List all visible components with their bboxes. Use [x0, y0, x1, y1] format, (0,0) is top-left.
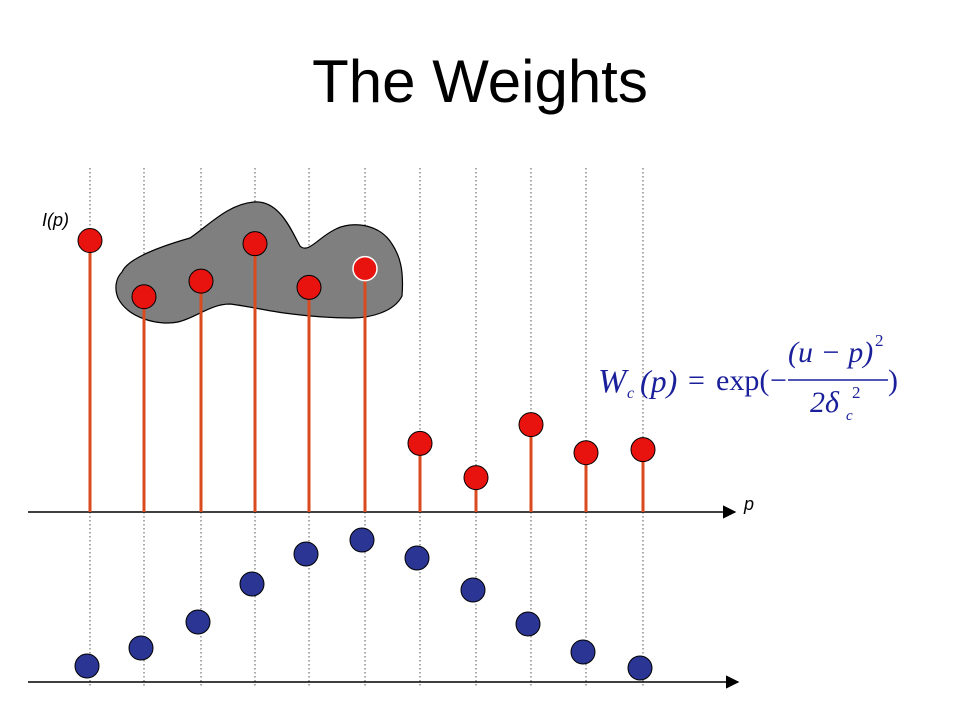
weight-point — [293, 541, 319, 567]
intensity-point — [131, 284, 157, 310]
formula-minus: − — [770, 364, 787, 397]
formula-numerator-power: 2 — [875, 331, 884, 350]
intensity-point — [352, 255, 378, 282]
y-axis-label: I(p) — [42, 210, 69, 230]
formula-denominator: 2δ — [810, 386, 840, 419]
formula-function: exp( — [716, 364, 769, 397]
intensity-point — [77, 228, 103, 254]
slide-title: The Weights — [312, 48, 648, 115]
intensity-point — [242, 231, 268, 257]
intensity-point — [296, 274, 322, 300]
formula-lhs-symbol: W — [598, 363, 629, 400]
intensity-point — [573, 440, 599, 466]
weight-points — [74, 527, 653, 681]
gaussian-weight-formula: W c (p) = exp( − (u − p) 2 2δ c 2 ) — [598, 331, 898, 424]
formula-denominator-power: 2 — [852, 383, 861, 402]
intensity-point — [463, 465, 489, 491]
neighborhood-blob — [115, 201, 404, 324]
formula-denominator-subscript: c — [846, 408, 853, 424]
intensity-point — [518, 412, 544, 438]
weight-point — [349, 527, 375, 553]
weight-point — [570, 639, 596, 665]
x-axis-label: p — [743, 494, 754, 514]
intensity-point — [407, 430, 433, 456]
weight-point — [239, 571, 265, 597]
weight-point — [404, 545, 430, 571]
formula-numerator: (u − p) — [788, 336, 873, 369]
weight-point — [128, 635, 154, 661]
weight-point — [460, 577, 486, 603]
formula-closing: ) — [888, 364, 898, 397]
formula-equals: = — [688, 364, 705, 397]
intensity-point — [630, 437, 656, 463]
intensity-point — [188, 268, 214, 294]
weight-point — [515, 611, 541, 637]
weight-point — [74, 653, 100, 679]
formula-lhs-subscript: c — [627, 385, 634, 402]
formula-lhs-arg: (p) — [640, 363, 677, 399]
weight-point — [627, 655, 653, 681]
intensity-points — [77, 228, 656, 491]
weight-point — [185, 609, 211, 635]
